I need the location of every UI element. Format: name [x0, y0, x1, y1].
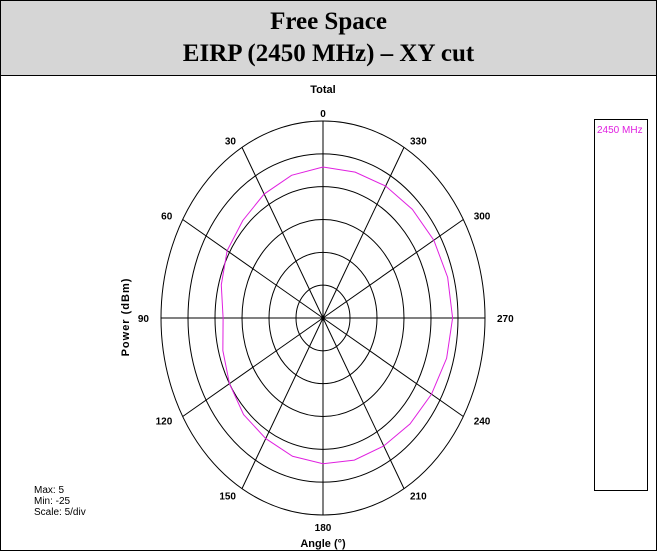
grid-spoke — [182, 219, 324, 319]
grid-spoke — [322, 317, 464, 417]
chart-title: Total — [310, 84, 335, 96]
angle-tick-label: 210 — [410, 492, 427, 503]
angle-tick-label: 240 — [474, 417, 491, 428]
legend: 2450 MHz — [594, 119, 648, 491]
min-value: Min: -25 — [34, 496, 71, 507]
angle-tick-label: 90 — [138, 314, 150, 325]
grid-spoke — [322, 317, 405, 489]
angle-tick-label: 60 — [161, 212, 173, 223]
scale-info: Max: 5 Min: -25 Scale: 5/div — [34, 485, 86, 518]
series-layer — [220, 166, 454, 465]
angle-tick-label: 0 — [320, 109, 326, 120]
angle-tick-label: 300 — [474, 212, 491, 223]
grid-spoke — [322, 147, 405, 319]
angle-tick-label: 330 — [410, 136, 427, 147]
angle-tick-label: 180 — [315, 523, 332, 534]
angle-ticks: 0 30 60 90 120 150 180 210 240 270 300 330 — [138, 109, 514, 534]
legend-item-2450mhz: 2450 MHz — [597, 125, 643, 136]
chart-header: Free Space EIRP (2450 MHz) – XY cut — [1, 1, 656, 76]
y-axis-label: Power (dBm) — [120, 278, 132, 357]
header-subtitle: EIRP (2450 MHz) – XY cut — [182, 40, 475, 67]
series-line-0 — [220, 166, 454, 465]
polar-plot: 0 30 60 90 120 150 180 210 240 270 300 330 Total An… — [120, 84, 514, 550]
grid-spoke — [322, 219, 464, 319]
grid-spoke — [241, 147, 324, 319]
angle-tick-label: 30 — [225, 136, 237, 147]
x-axis-label: Angle (°) — [300, 538, 346, 550]
angle-tick-label: 270 — [497, 314, 514, 325]
max-value: Max: 5 — [34, 485, 65, 496]
grid-spoke — [182, 317, 324, 417]
angle-tick-label: 150 — [219, 492, 236, 503]
header-title: Free Space — [270, 8, 387, 35]
angle-tick-label: 120 — [156, 417, 173, 428]
scale-value: Scale: 5/div — [34, 507, 86, 518]
polar-grid — [160, 120, 486, 516]
grid-spoke — [241, 317, 324, 489]
